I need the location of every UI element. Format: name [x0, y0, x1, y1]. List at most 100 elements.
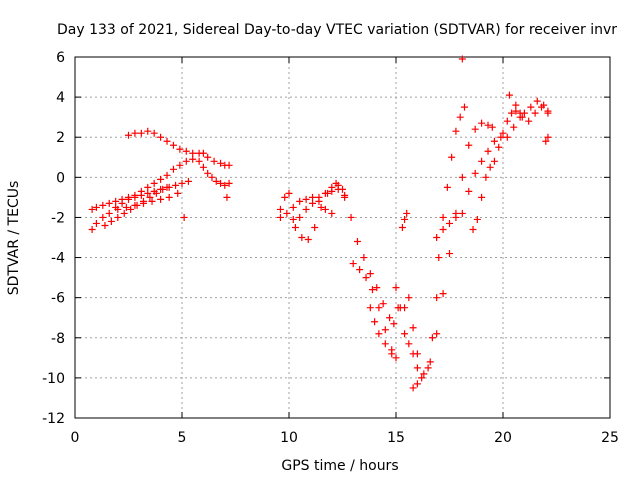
data-point	[401, 215, 409, 223]
y-tick-label: -6	[51, 291, 65, 307]
data-point	[405, 294, 413, 302]
data-point	[362, 274, 370, 282]
data-point	[178, 179, 186, 187]
data-point	[120, 209, 128, 217]
data-point	[512, 101, 520, 109]
data-point	[291, 223, 299, 231]
data-point	[452, 213, 460, 221]
data-point	[210, 157, 218, 165]
data-point	[520, 109, 528, 117]
data-point	[482, 173, 490, 181]
data-point	[353, 238, 361, 246]
data-point	[433, 294, 441, 302]
data-point	[366, 304, 374, 312]
grid-lines	[75, 57, 610, 418]
data-point	[165, 193, 173, 201]
data-point	[458, 55, 466, 63]
data-point	[174, 189, 182, 197]
data-point	[285, 189, 293, 197]
data-point	[446, 219, 453, 227]
data-point	[495, 143, 503, 151]
data-point	[356, 266, 364, 274]
data-point	[409, 384, 417, 392]
data-points	[88, 55, 552, 392]
y-tick-labels: -12 -10 -8 -6 -4 -2 0 2 4 6	[42, 50, 65, 427]
data-point	[542, 137, 550, 145]
data-point	[347, 213, 355, 221]
data-point	[199, 149, 207, 157]
data-point	[446, 250, 453, 258]
data-point	[223, 193, 231, 201]
data-point	[99, 201, 107, 209]
data-point	[169, 165, 177, 173]
data-point	[478, 119, 486, 127]
data-point	[469, 225, 477, 233]
data-point	[499, 129, 507, 137]
y-tick-label: 4	[56, 90, 65, 106]
data-point	[118, 195, 126, 203]
data-point	[339, 185, 346, 193]
data-point	[349, 260, 357, 268]
plot-frame	[74, 56, 611, 419]
data-point	[460, 103, 468, 111]
data-point	[508, 109, 516, 117]
data-point	[512, 107, 520, 115]
data-point	[150, 179, 158, 187]
y-tick-label: -2	[51, 210, 65, 226]
data-point	[527, 103, 535, 111]
data-point	[473, 215, 481, 223]
data-point	[114, 205, 122, 213]
data-point	[413, 350, 421, 358]
data-point	[221, 181, 229, 189]
data-point	[139, 199, 147, 207]
data-point	[484, 147, 492, 155]
data-point	[505, 91, 513, 99]
data-point	[341, 193, 349, 201]
data-point	[122, 203, 130, 211]
data-point	[309, 193, 317, 201]
data-point	[125, 193, 132, 201]
chart-title: Day 133 of 2021, Sidereal Day-to-day VTE…	[57, 22, 617, 38]
y-tick-label: -10	[42, 371, 65, 387]
data-point	[296, 213, 304, 221]
data-point	[163, 171, 171, 179]
data-point	[107, 217, 115, 225]
y-axis-label: SDTVAR / TECUs	[6, 181, 22, 296]
data-point	[144, 127, 152, 135]
data-point	[296, 197, 304, 205]
data-point	[289, 203, 297, 211]
data-point	[484, 121, 492, 129]
data-point	[525, 117, 533, 125]
data-point	[488, 123, 496, 131]
data-point	[225, 179, 233, 187]
y-tick-label: 6	[56, 50, 65, 66]
data-point	[180, 213, 188, 221]
data-point	[490, 137, 498, 145]
data-point	[182, 147, 190, 155]
data-point	[375, 330, 383, 338]
data-point	[112, 197, 120, 205]
x-tick-label: 15	[387, 430, 405, 446]
data-point	[490, 157, 498, 165]
y-tick-label: -4	[51, 251, 65, 267]
data-point	[398, 223, 406, 231]
data-point	[212, 177, 220, 185]
data-point	[533, 97, 541, 105]
data-point	[435, 254, 443, 262]
data-point	[189, 149, 197, 157]
data-point	[465, 187, 473, 195]
data-point	[328, 209, 336, 217]
data-point	[439, 213, 447, 221]
data-point	[433, 234, 441, 241]
data-point	[375, 304, 383, 312]
data-point	[150, 129, 158, 137]
data-point	[478, 157, 486, 165]
data-point	[105, 209, 113, 217]
data-point	[281, 193, 289, 201]
data-point	[433, 330, 441, 338]
data-point	[403, 209, 411, 217]
data-point	[366, 270, 374, 278]
data-point	[302, 195, 310, 203]
data-point	[379, 300, 387, 308]
